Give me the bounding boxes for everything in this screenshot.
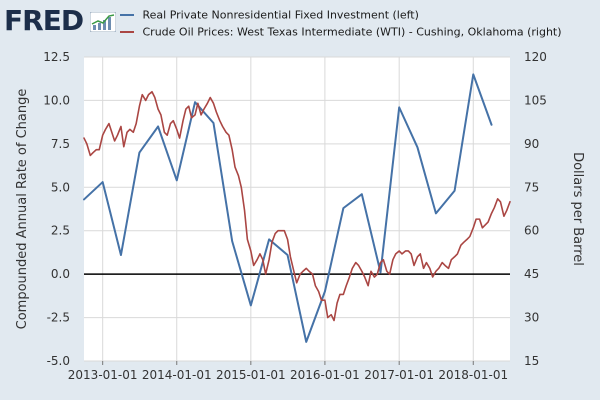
plot-background — [84, 57, 510, 361]
left-tick-label: 0.0 — [51, 267, 70, 281]
right-tick-label: 45 — [524, 267, 539, 281]
legend-swatch-wti — [120, 31, 134, 33]
right-tick-label: 30 — [524, 311, 539, 325]
x-axis-ticks: 2013-01-01 2014-01-01 2015-01-01 2016-01-01… — [68, 361, 508, 382]
y-axis-title-right: Dollars per Barrel — [570, 152, 585, 266]
right-axis-ticks: 15 30 45 60 75 90 105 120 — [524, 50, 547, 368]
left-tick-label: -2.5 — [47, 311, 70, 325]
x-tick-label: 2014-01-01 — [142, 368, 212, 382]
x-tick-label: 2018-01-01 — [438, 368, 508, 382]
legend-swatch-investment — [120, 14, 134, 16]
series-line-wti — [83, 90, 511, 322]
right-tick-label: 105 — [524, 93, 547, 107]
fred-wordmark: FRED — [4, 4, 84, 37]
right-tick-label: 90 — [524, 137, 539, 151]
series-line-investment — [83, 73, 493, 343]
series-layer — [83, 73, 511, 343]
legend-label-wti: Crude Oil Prices: West Texas Intermediat… — [142, 25, 562, 39]
right-tick-label: 120 — [524, 50, 547, 64]
legend-item-investment: Real Private Nonresidential Fixed Invest… — [120, 8, 590, 24]
x-tick-label: 2017-01-01 — [364, 368, 434, 382]
legend-label-investment: Real Private Nonresidential Fixed Invest… — [142, 8, 419, 22]
left-tick-label: 12.5 — [43, 50, 70, 64]
left-axis-ticks: -5.0 -2.5 0.0 2.5 5.0 7.5 10.0 12.5 — [43, 50, 70, 368]
graph-header: FRED Real Private Nonresidential Fixed I… — [0, 0, 600, 50]
fred-logo: FRED — [4, 4, 144, 44]
left-tick-label: 5.0 — [51, 180, 70, 194]
left-tick-label: -5.0 — [47, 354, 70, 368]
left-tick-label: 7.5 — [51, 137, 70, 151]
right-tick-label: 60 — [524, 224, 539, 238]
x-tick-label: 2015-01-01 — [216, 368, 286, 382]
right-tick-label: 15 — [524, 354, 539, 368]
left-tick-label: 10.0 — [43, 93, 70, 107]
x-tick-label: 2016-01-01 — [290, 368, 360, 382]
fred-logo-chart-icon — [90, 12, 116, 32]
y-axis-title-left: Compounded Annual Rate of Change — [15, 89, 30, 330]
left-tick-label: 2.5 — [51, 224, 70, 238]
x-tick-label: 2013-01-01 — [68, 368, 138, 382]
chart-legend: Real Private Nonresidential Fixed Invest… — [120, 8, 590, 42]
right-tick-label: 75 — [524, 180, 539, 194]
legend-item-wti: Crude Oil Prices: West Texas Intermediat… — [120, 25, 590, 41]
